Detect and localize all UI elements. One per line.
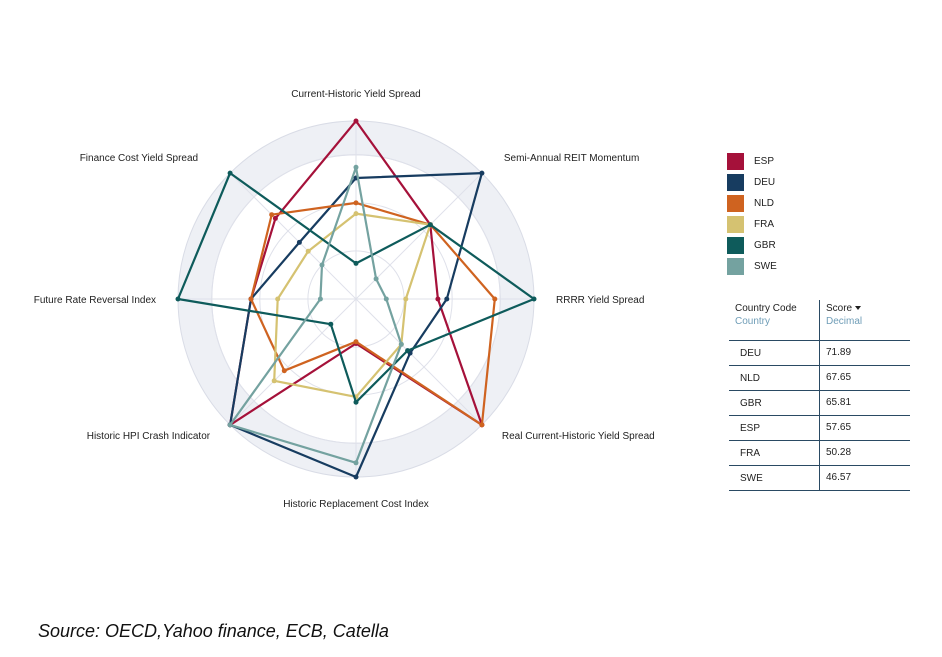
cell-score: 71.89 <box>819 341 910 365</box>
data-point[interactable] <box>405 348 411 354</box>
cell-score: 46.57 <box>819 466 910 490</box>
data-point[interactable] <box>353 399 359 405</box>
legend-label: FRA <box>754 219 774 230</box>
data-point[interactable] <box>353 118 359 124</box>
data-point[interactable] <box>373 276 379 282</box>
radar-chart: Current-Historic Yield Spread Semi-Annual… <box>34 89 655 510</box>
data-point[interactable] <box>435 296 441 302</box>
legend-item-nld[interactable]: NLD <box>727 193 777 214</box>
data-point[interactable] <box>353 460 359 466</box>
data-point[interactable] <box>353 339 359 345</box>
legend-item-esp[interactable]: ESP <box>727 151 777 172</box>
score-table: Country Code Country Score Decimal DEU 7… <box>729 300 910 491</box>
legend-item-fra[interactable]: FRA <box>727 214 777 235</box>
data-point[interactable] <box>227 170 233 176</box>
data-point[interactable] <box>271 378 277 384</box>
data-point[interactable] <box>296 239 302 245</box>
data-point[interactable] <box>353 211 359 217</box>
cell-score: 65.81 <box>819 391 910 415</box>
column-header-label: Country Code <box>735 303 797 314</box>
axis-label: Semi-Annual REIT Momentum <box>504 153 639 164</box>
table-row[interactable]: ESP 57.65 <box>729 416 910 441</box>
radar-axis-labels: Current-Historic Yield Spread Semi-Annual… <box>34 89 655 510</box>
data-point[interactable] <box>403 296 409 302</box>
axis-label: RRRR Yield Spread <box>556 295 644 306</box>
data-point[interactable] <box>398 341 404 347</box>
data-point[interactable] <box>328 321 334 327</box>
legend-swatch <box>727 258 744 275</box>
data-point[interactable] <box>175 296 181 302</box>
axis-label: Real Current-Historic Yield Spread <box>502 431 655 442</box>
table-row[interactable]: SWE 46.57 <box>729 466 910 491</box>
cell-country: ESP <box>740 422 761 434</box>
cell-country: GBR <box>740 397 762 409</box>
legend-item-deu[interactable]: DEU <box>727 172 777 193</box>
table-row[interactable]: FRA 50.28 <box>729 441 910 466</box>
legend-label: GBR <box>754 240 776 251</box>
data-point[interactable] <box>479 170 485 176</box>
legend-swatch <box>727 195 744 212</box>
legend-item-swe[interactable]: SWE <box>727 256 777 277</box>
table-header: Country Code Country Score Decimal <box>729 300 910 341</box>
data-point[interactable] <box>248 296 254 302</box>
data-point[interactable] <box>317 296 323 302</box>
table-row[interactable]: GBR 65.81 <box>729 391 910 416</box>
legend-label: ESP <box>754 156 775 167</box>
cell-country: SWE <box>740 472 763 484</box>
table-row[interactable]: DEU 71.89 <box>729 341 910 366</box>
source-note: Source: OECD,Yahoo finance, ECB, Catella <box>38 621 389 641</box>
cell-score: 67.65 <box>819 366 910 390</box>
data-point[interactable] <box>353 260 359 266</box>
cell-score: 57.65 <box>819 416 910 440</box>
axis-label: Historic Replacement Cost Index <box>283 499 429 510</box>
data-point[interactable] <box>281 368 287 374</box>
column-header-label: Score <box>826 303 853 314</box>
axis-label: Future Rate Reversal Index <box>34 295 156 306</box>
data-point[interactable] <box>492 296 498 302</box>
legend-item-gbr[interactable]: GBR <box>727 235 777 256</box>
column-header-sublabel: Decimal <box>826 316 863 327</box>
data-point[interactable] <box>272 215 278 221</box>
legend-label: DEU <box>754 177 776 188</box>
data-point[interactable] <box>353 200 359 206</box>
cell-country: NLD <box>740 372 761 384</box>
data-point[interactable] <box>383 296 389 302</box>
data-point[interactable] <box>353 474 359 480</box>
cell-country: FRA <box>740 447 760 459</box>
sort-desc-icon[interactable] <box>855 306 862 311</box>
axis-label: Finance Cost Yield Spread <box>80 153 198 164</box>
legend-swatch <box>727 174 744 191</box>
legend-label: NLD <box>754 198 775 209</box>
legend-swatch <box>727 153 744 170</box>
column-header-score[interactable]: Score Decimal <box>819 300 910 340</box>
cell-score: 50.28 <box>819 441 910 465</box>
legend: ESP DEU NLD FRA GBR SWE <box>727 151 777 277</box>
column-header-sublabel: Country <box>735 316 771 327</box>
table-row[interactable]: NLD 67.65 <box>729 366 910 391</box>
radar-series-group <box>175 118 537 480</box>
data-point[interactable] <box>427 222 433 228</box>
series-gbr[interactable] <box>175 170 537 405</box>
axis-label: Historic HPI Crash Indicator <box>87 431 211 442</box>
series-swe[interactable] <box>227 164 404 466</box>
data-point[interactable] <box>275 296 281 302</box>
data-point[interactable] <box>531 296 537 302</box>
grid-spoke <box>229 172 357 300</box>
data-point[interactable] <box>479 422 485 428</box>
data-point[interactable] <box>305 248 311 254</box>
column-header-country[interactable]: Country Code Country <box>729 300 819 340</box>
cell-country: DEU <box>740 347 762 359</box>
legend-label: SWE <box>754 261 777 272</box>
legend-swatch <box>727 216 744 233</box>
data-point[interactable] <box>227 422 233 428</box>
data-point[interactable] <box>269 212 275 218</box>
legend-swatch <box>727 237 744 254</box>
grid-spoke <box>229 298 357 426</box>
data-point[interactable] <box>353 164 359 170</box>
grid-spoke <box>355 298 483 426</box>
data-point[interactable] <box>319 262 325 268</box>
column-header-label-wrap: Score <box>826 302 910 315</box>
axis-label: Current-Historic Yield Spread <box>291 89 421 100</box>
data-point[interactable] <box>444 296 450 302</box>
